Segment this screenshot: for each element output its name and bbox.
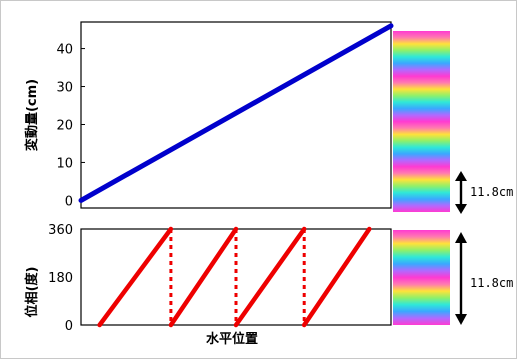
bottom-phase-ramp [168, 226, 239, 328]
bottom-y-ticks: 0 180 360 [48, 223, 73, 334]
top-chart: 0 10 20 30 40 変動量(cm) [24, 21, 394, 209]
bottom-distance-label: 11.8cm [470, 276, 513, 290]
top-arrow-down-head [455, 204, 467, 214]
bottom-phase-ramp [233, 226, 307, 328]
bottom-y-tick-label: 0 [65, 319, 73, 334]
top-y-tick-label: 40 [56, 43, 73, 58]
rainbow-strip-top [393, 31, 450, 212]
top-y-tick-label: 10 [56, 156, 73, 171]
rainbow-strip-bottom [393, 230, 450, 325]
bottom-series [97, 226, 372, 328]
bottom-arrow-up-head [455, 232, 467, 243]
top-y-tick-label: 20 [56, 118, 73, 133]
top-y-tick-label: 30 [56, 81, 73, 96]
bottom-y-axis-label: 位相(度) [24, 267, 40, 318]
top-arrow-up-head [455, 171, 467, 181]
top-series-line [78, 23, 394, 203]
bottom-x-axis-label: 水平位置 [206, 331, 258, 347]
top-y-tick-label: 0 [65, 194, 73, 209]
top-y-ticks: 0 10 20 30 40 [56, 43, 85, 209]
top-distance-label: 11.8cm [470, 185, 513, 199]
bottom-phase-ramp [97, 226, 174, 328]
bottom-y-tick-label: 360 [48, 223, 73, 238]
bottom-chart: 0 180 360 位相(度) 水平位置 [24, 223, 392, 347]
bottom-arrow-down-head [455, 314, 467, 325]
top-y-axis-label: 変動量(cm) [24, 79, 40, 151]
bottom-y-tick-label: 180 [48, 271, 73, 286]
bottom-phase-ramp [301, 226, 372, 328]
